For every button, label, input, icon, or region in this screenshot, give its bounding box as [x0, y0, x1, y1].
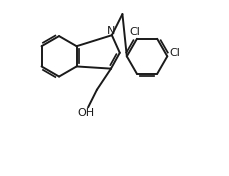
Text: Cl: Cl	[130, 27, 141, 37]
Text: N: N	[107, 26, 115, 36]
Text: OH: OH	[77, 108, 94, 118]
Text: Cl: Cl	[170, 48, 181, 58]
